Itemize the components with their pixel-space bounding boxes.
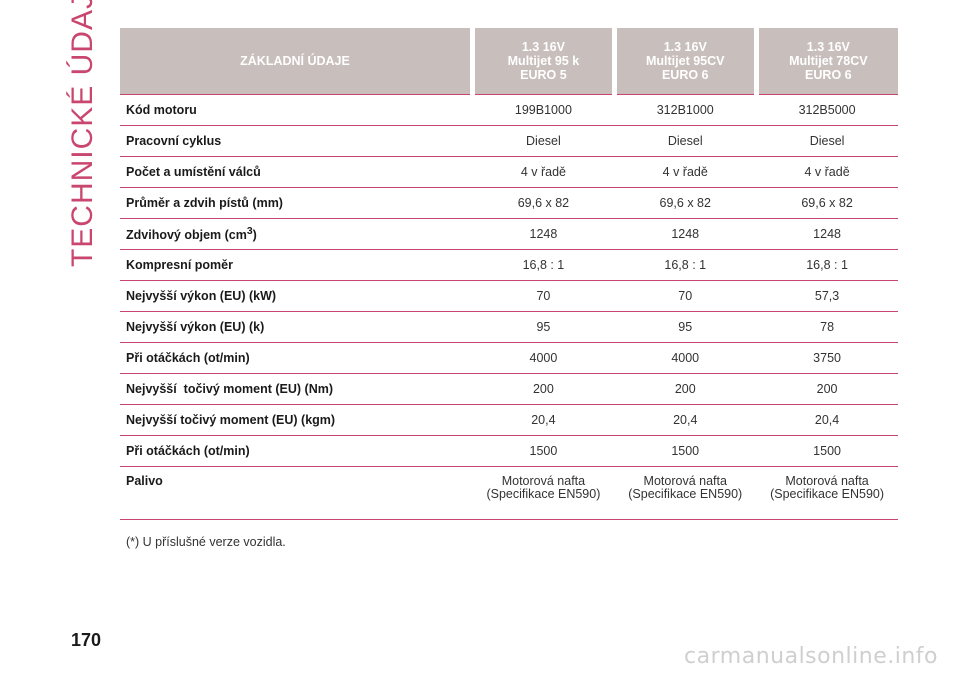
table-cell: 200 bbox=[614, 373, 757, 405]
row-label: Při otáčkách (ot/min) bbox=[120, 435, 473, 467]
table-cell: Motorová nafta (Specifikace EN590) bbox=[614, 466, 757, 520]
table-row: Zdvihový objem (cm3) 1248 1248 1248 bbox=[120, 218, 898, 250]
table-cell: 20,4 bbox=[614, 404, 757, 436]
table-cell: 312B5000 bbox=[756, 94, 898, 126]
table-row-fuel: Palivo Motorová nafta (Specifikace EN590… bbox=[120, 466, 898, 520]
row-label: Počet a umístění válců bbox=[120, 156, 473, 188]
row-label: Průměr a zdvih pístů (mm) bbox=[120, 187, 473, 219]
table-cell: 16,8 : 1 bbox=[614, 249, 757, 281]
table-row: Při otáčkách (ot/min) 4000 4000 3750 bbox=[120, 342, 898, 374]
table-row: Kód motoru 199B1000 312B1000 312B5000 bbox=[120, 94, 898, 126]
table-row: Nejvyšší výkon (EU) (k) 95 95 78 bbox=[120, 311, 898, 343]
table-cell: 312B1000 bbox=[614, 94, 757, 126]
table-cell: 4000 bbox=[472, 342, 615, 374]
table-row: Průměr a zdvih pístů (mm) 69,6 x 82 69,6… bbox=[120, 187, 898, 219]
row-label: Palivo bbox=[120, 466, 473, 520]
table-cell: Diesel bbox=[472, 125, 615, 157]
table-cell: 200 bbox=[472, 373, 615, 405]
header-column-1: 1.3 16V Multijet 95 k EURO 5 bbox=[472, 28, 617, 95]
table-cell: 1500 bbox=[614, 435, 757, 467]
engine-spec-table: ZÁKLADNÍ ÚDAJE 1.3 16V Multijet 95 k EUR… bbox=[120, 28, 898, 520]
row-label: Kompresní poměr bbox=[120, 249, 473, 281]
table-cell: 70 bbox=[472, 280, 615, 312]
table-cell: 69,6 x 82 bbox=[756, 187, 898, 219]
table-cell: 1500 bbox=[472, 435, 615, 467]
table-cell: 70 bbox=[614, 280, 757, 312]
watermark-text: carmanualsonline.info bbox=[684, 644, 938, 669]
table-cell: 78 bbox=[756, 311, 898, 343]
table-cell: 69,6 x 82 bbox=[472, 187, 615, 219]
table-cell: 200 bbox=[756, 373, 898, 405]
table-cell: Diesel bbox=[756, 125, 898, 157]
table-cell: Diesel bbox=[614, 125, 757, 157]
row-label: Nejvyšší výkon (EU) (k) bbox=[120, 311, 473, 343]
header-label: ZÁKLADNÍ ÚDAJE bbox=[120, 28, 475, 95]
table-cell: 4 v řadě bbox=[756, 156, 898, 188]
header-column-3: 1.3 16V Multijet 78CV EURO 6 bbox=[756, 28, 898, 95]
row-label: Pracovní cyklus bbox=[120, 125, 473, 157]
table-cell: 4000 bbox=[614, 342, 757, 374]
table-row: Kompresní poměr 16,8 : 1 16,8 : 1 16,8 :… bbox=[120, 249, 898, 281]
table-header-row: ZÁKLADNÍ ÚDAJE 1.3 16V Multijet 95 k EUR… bbox=[120, 28, 898, 95]
table-cell: 1500 bbox=[756, 435, 898, 467]
table-cell: 95 bbox=[614, 311, 757, 343]
table-cell: 20,4 bbox=[756, 404, 898, 436]
table-row: Při otáčkách (ot/min) 1500 1500 1500 bbox=[120, 435, 898, 467]
row-label: Zdvihový objem (cm3) bbox=[120, 218, 473, 250]
table-cell: 1248 bbox=[472, 218, 615, 250]
page-number: 170 bbox=[71, 630, 102, 650]
table-row: Nejvyšší výkon (EU) (kW) 70 70 57,3 bbox=[120, 280, 898, 312]
table-cell: 95 bbox=[472, 311, 615, 343]
section-side-title: TECHNICKÉ ÚDAJE bbox=[60, 0, 106, 268]
superscript: 3 bbox=[246, 225, 253, 237]
table-cell: 57,3 bbox=[756, 280, 898, 312]
table-row: Nejvyšší točivý moment (EU) (kgm) 20,4 2… bbox=[120, 404, 898, 436]
row-label: Při otáčkách (ot/min) bbox=[120, 342, 473, 374]
row-label: Kód motoru bbox=[120, 94, 473, 126]
table-cell: 4 v řadě bbox=[472, 156, 615, 188]
table-row: Pracovní cyklus Diesel Diesel Diesel bbox=[120, 125, 898, 157]
table-row: Počet a umístění válců 4 v řadě 4 v řadě… bbox=[120, 156, 898, 188]
table-cell: 69,6 x 82 bbox=[614, 187, 757, 219]
row-label: Nejvyšší výkon (EU) (kW) bbox=[120, 280, 473, 312]
section-title-text: TECHNICKÉ ÚDAJE bbox=[66, 0, 99, 268]
table-row: Nejvyšší točivý moment (EU) (Nm) 200 200… bbox=[120, 373, 898, 405]
row-label: Nejvyšší točivý moment (EU) (kgm) bbox=[120, 404, 473, 436]
table-cell: 1248 bbox=[756, 218, 898, 250]
header-column-2: 1.3 16V Multijet 95CV EURO 6 bbox=[614, 28, 759, 95]
table-cell: 16,8 : 1 bbox=[472, 249, 615, 281]
table-cell: 3750 bbox=[756, 342, 898, 374]
table-cell: 20,4 bbox=[472, 404, 615, 436]
table-cell: Motorová nafta (Specifikace EN590) bbox=[472, 466, 615, 520]
table-cell: 1248 bbox=[614, 218, 757, 250]
table-cell: 16,8 : 1 bbox=[756, 249, 898, 281]
table-cell: Motorová nafta (Specifikace EN590) bbox=[756, 466, 898, 520]
table-cell: 199B1000 bbox=[472, 94, 615, 126]
row-label: Nejvyšší točivý moment (EU) (Nm) bbox=[120, 373, 473, 405]
table-cell: 4 v řadě bbox=[614, 156, 757, 188]
footnote: (*) U příslušné verze vozidla. bbox=[126, 535, 286, 549]
